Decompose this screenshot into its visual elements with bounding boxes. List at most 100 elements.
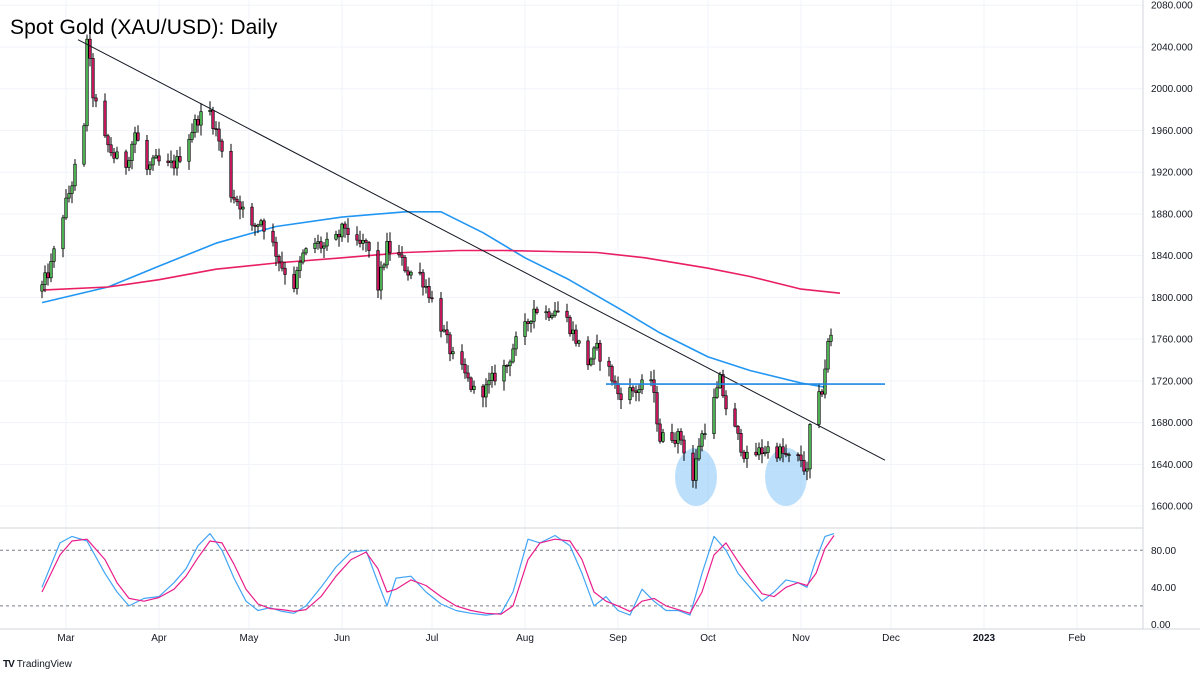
bullish-candle xyxy=(829,334,833,342)
bearish-candle xyxy=(46,272,50,279)
bearish-candle xyxy=(775,446,779,459)
bearish-candle xyxy=(94,97,98,102)
x-tick-label: Nov xyxy=(792,633,810,644)
bullish-candle xyxy=(442,329,446,332)
candles xyxy=(40,33,833,489)
bullish-candle xyxy=(595,342,599,349)
x-tick-label: Jul xyxy=(426,633,439,644)
bearish-candle xyxy=(556,310,560,313)
bearish-candle xyxy=(400,254,404,258)
bearish-candle xyxy=(406,270,410,276)
bullish-candle xyxy=(628,387,632,401)
bearish-candle xyxy=(481,385,485,398)
bullish-candle xyxy=(700,433,704,447)
bearish-candle xyxy=(145,139,149,170)
bearish-candle xyxy=(166,160,170,163)
bearish-candle xyxy=(469,377,473,390)
bearish-candle xyxy=(568,317,572,335)
x-tick-label: Oct xyxy=(700,633,716,644)
bearish-candle xyxy=(292,274,296,289)
bullish-candle xyxy=(523,321,527,337)
y-tick-label: 2040.000 xyxy=(1151,42,1193,53)
bullish-candle xyxy=(409,271,413,276)
bearish-candle xyxy=(460,351,464,365)
bearish-candle xyxy=(178,156,182,162)
x-tick-label: Aug xyxy=(516,633,534,644)
axes: Mar Apr May Jun Jul Aug Sep Oct Nov Dec 2023 Feb 208… xyxy=(0,0,1200,644)
bearish-candle xyxy=(565,310,569,318)
bearish-candle xyxy=(229,150,233,198)
bearish-candle xyxy=(403,257,407,272)
bullish-candle xyxy=(61,217,65,250)
bullish-candle xyxy=(82,125,86,165)
bearish-candle xyxy=(430,297,434,300)
bearish-candle xyxy=(439,298,443,332)
annotations xyxy=(77,39,886,461)
bearish-candle xyxy=(343,223,347,229)
bearish-candle xyxy=(691,452,695,481)
bearish-candle xyxy=(358,239,362,244)
bearish-candle xyxy=(124,151,128,168)
bearish-candle xyxy=(235,198,239,203)
bullish-candle xyxy=(340,223,344,238)
bearish-candle xyxy=(802,460,806,472)
bearish-candle xyxy=(88,38,92,59)
bullish-candle xyxy=(718,374,722,389)
bearish-candle xyxy=(319,241,323,249)
bearish-candle xyxy=(172,160,176,169)
bullish-candle xyxy=(298,261,302,271)
bearish-candle xyxy=(283,267,287,275)
bearish-candle xyxy=(598,342,602,362)
bullish-candle xyxy=(694,458,698,481)
descending-trendline xyxy=(77,39,886,461)
bullish-candle xyxy=(187,139,191,162)
bearish-candle xyxy=(739,433,743,453)
bearish-candle xyxy=(211,110,215,129)
bearish-candle xyxy=(271,230,275,243)
bullish-candle xyxy=(487,380,491,386)
bearish-candle xyxy=(574,329,578,344)
bearish-candle xyxy=(421,272,425,288)
bullish-candle xyxy=(805,468,809,472)
x-tick-label: 2023 xyxy=(973,633,996,644)
bullish-candle xyxy=(169,160,173,163)
bearish-candle xyxy=(742,451,746,459)
bullish-candle xyxy=(490,372,494,381)
bullish-candle xyxy=(49,261,53,279)
bearish-candle xyxy=(262,220,266,232)
osc-tick-label: 40.00 xyxy=(1151,583,1176,594)
bullish-candle xyxy=(715,387,719,398)
y-tick-label: 2080.000 xyxy=(1151,1,1193,12)
bearish-candle xyxy=(652,379,656,393)
bullish-candle xyxy=(43,272,47,286)
bullish-candle xyxy=(127,160,131,168)
bullish-candle xyxy=(40,284,44,292)
bearish-candle xyxy=(547,311,551,318)
bullish-candle xyxy=(511,348,515,363)
bearish-candle xyxy=(655,392,659,425)
bullish-candle xyxy=(208,110,212,112)
bullish-candle xyxy=(73,163,77,187)
bearish-candle xyxy=(112,152,116,159)
bearish-candle xyxy=(463,364,467,374)
bullish-candle xyxy=(175,156,179,169)
bearish-candle xyxy=(781,446,785,454)
bullish-candle xyxy=(823,368,827,395)
bearish-candle xyxy=(505,365,509,367)
bullish-candle xyxy=(745,451,749,459)
bearish-candle xyxy=(337,234,341,238)
bullish-candle xyxy=(763,452,767,454)
bullish-candle xyxy=(766,446,770,453)
bearish-candle xyxy=(634,390,638,393)
y-tick-label: 1760.000 xyxy=(1151,335,1193,346)
x-tick-label: May xyxy=(240,633,259,644)
bearish-candle xyxy=(217,128,221,142)
bearish-candle xyxy=(682,439,686,454)
bullish-candle xyxy=(115,151,119,159)
bearish-candle xyxy=(784,453,788,456)
x-tick-label: Sep xyxy=(609,633,627,644)
bearish-candle xyxy=(820,391,824,395)
bearish-candle xyxy=(526,321,530,324)
bullish-candle xyxy=(514,336,518,350)
